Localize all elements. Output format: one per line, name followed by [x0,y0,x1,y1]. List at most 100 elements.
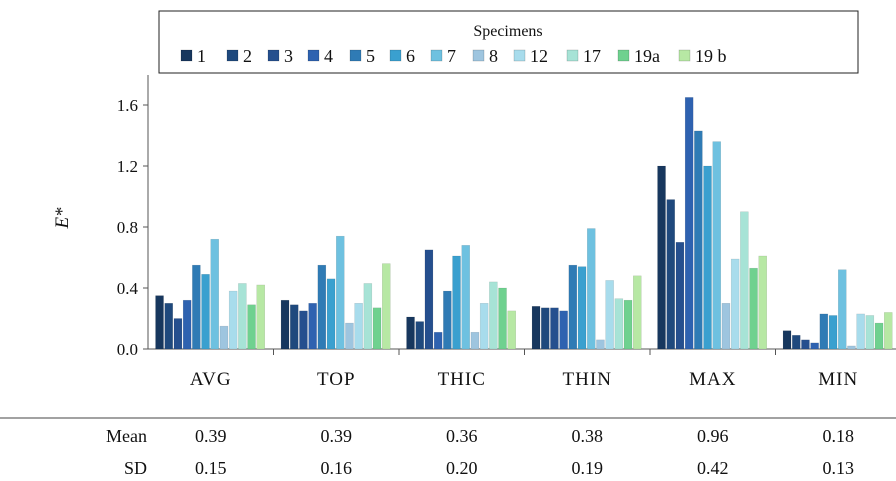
bar-top-19b [382,263,391,350]
bars [155,97,893,350]
legend-swatch [226,49,239,62]
bar-max-12 [730,258,740,350]
bar-min-19b [884,312,893,350]
bar-top-2 [290,304,299,350]
mean-value: 0.18 [823,426,855,446]
mean-value: 0.36 [446,426,478,446]
bar-thic-12 [479,303,489,350]
bar-top-7 [336,235,345,350]
bar-min-7 [838,269,847,350]
bar-top-6 [326,278,336,350]
y-axis: 0.0 0.4 0.8 1.2 1.6 [117,75,149,359]
bar-avg-4 [182,299,192,350]
y-axis-label: E* [52,207,73,230]
bar-min-2 [792,335,801,350]
bar-thin-1 [531,306,541,350]
sd-value: 0.16 [321,458,353,478]
category-label: MAX [689,369,736,390]
bar-thic-4 [433,331,443,350]
bar-min-8 [847,345,856,350]
bar-min-6 [828,315,838,350]
legend-box [158,10,859,74]
y-tick-label: 0.4 [117,279,139,298]
legend-swatch [389,49,402,62]
legend-swatch [180,49,193,62]
bar-top-17 [363,283,373,350]
legend-swatch [472,49,485,62]
bar-thic-2 [415,321,424,350]
bar-avg-1 [155,295,164,350]
legend-swatch [566,49,579,62]
bar-avg-8 [219,325,229,350]
bar-thin-19b [633,275,642,350]
bar-max-1 [657,165,666,350]
legend-swatch [617,49,630,62]
bar-thin-6 [577,266,587,350]
legend-label: 19 b [695,46,727,66]
y-tick-label: 0.0 [117,340,138,359]
bar-avg-3 [173,318,183,350]
bar-top-1 [280,299,290,350]
legend-swatch [513,49,526,62]
bar-thin-2 [541,307,550,350]
legend: Specimens 1 2 3 4 5 6 7 8 12 17 19a 19 b [158,10,859,74]
legend-label: 2 [243,46,252,66]
bar-top-12 [354,303,363,350]
bar-avg-12 [228,290,238,350]
bar-avg-17 [238,283,247,350]
bar-avg-6 [201,274,210,350]
mean-row-label: Mean [106,426,147,446]
legend-swatch [349,49,362,62]
legend-label: 1 [197,46,206,66]
category-label: THIN [563,369,612,390]
bar-max-6 [703,165,712,350]
sd-value: 0.42 [697,458,729,478]
y-tick-label: 1.2 [117,157,138,176]
legend-swatch [430,49,443,62]
bar-thin-3 [550,307,559,350]
bar-avg-5 [192,264,201,350]
bar-thin-7 [587,228,596,350]
legend-swatch [307,49,320,62]
bar-thin-17 [614,298,624,350]
y-tick-label: 1.6 [117,96,138,115]
x-axis [148,348,896,355]
bar-thin-4 [559,310,568,350]
legend-label: 8 [489,46,498,66]
y-tick-label: 0.8 [117,218,138,237]
bar-max-3 [675,242,685,350]
bar-thin-19a [623,299,633,350]
bar-thic-7 [461,245,470,350]
mean-value: 0.38 [572,426,604,446]
category-label: THIC [438,369,486,390]
legend-label: 4 [324,46,333,66]
legend-swatch [678,49,691,62]
bar-avg-2 [164,303,173,350]
legend-label: 12 [530,46,548,66]
bar-min-19a [874,322,884,350]
bar-min-3 [801,339,810,350]
bar-max-19a [749,267,758,350]
bar-min-1 [782,330,792,350]
bar-thic-19b [507,310,516,350]
legend-label: 17 [583,46,601,66]
bar-max-4 [684,97,694,350]
category-label: AVG [190,369,232,390]
bar-max-7 [712,141,721,350]
mean-value: 0.39 [321,426,353,446]
category-label: MIN [818,369,858,390]
bar-thic-6 [452,255,461,350]
bar-min-5 [819,313,829,350]
category-label: TOP [317,369,356,390]
bar-max-17 [740,211,749,350]
bar-thic-17 [489,281,498,350]
bar-top-4 [308,303,317,350]
sd-value: 0.15 [195,458,227,478]
bar-top-19a [372,307,382,350]
bar-avg-19b [256,284,265,350]
bar-thin-8 [596,339,605,350]
bar-max-8 [721,303,731,350]
legend-title: Specimens [473,23,542,40]
bar-max-5 [694,130,703,350]
